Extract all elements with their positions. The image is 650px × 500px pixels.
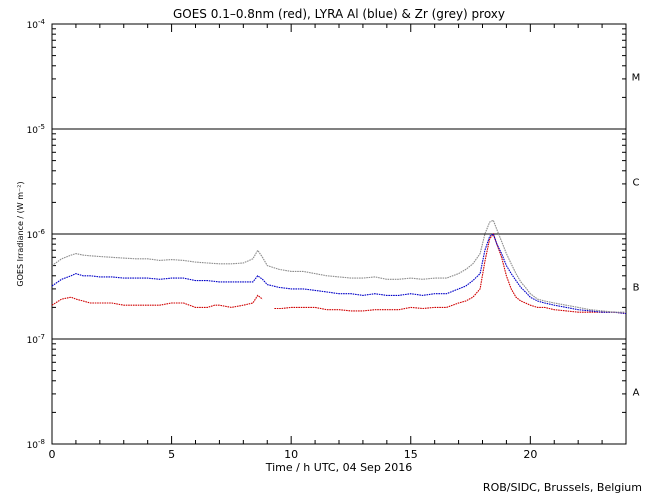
y-tick-label: 10-7: [27, 333, 45, 346]
series-line: [51, 294, 263, 308]
x-tick-label: 10: [284, 448, 298, 461]
class-label: B: [633, 283, 640, 294]
class-label: A: [633, 388, 640, 399]
x-tick-label: 5: [168, 448, 175, 461]
footer-credit: ROB/SIDC, Brussels, Belgium: [482, 481, 642, 494]
y-tick-label: 10-6: [27, 228, 46, 241]
series-line: [51, 219, 626, 313]
x-tick-label: 0: [49, 448, 56, 461]
axis-ticks: 0 5 10 15 20 10-8 10-7 10-6 10-5 10-4: [27, 18, 626, 461]
series-line: [274, 232, 627, 315]
x-axis-label: Time / h UTC, 04 Sep 2016: [265, 461, 413, 474]
y-tick-label: 10-4: [27, 18, 46, 31]
flare-class-thresholds: [52, 128, 626, 340]
chart-title: GOES 0.1–0.8nm (red), LYRA Al (blue) & Z…: [173, 7, 505, 21]
y-tick-label: 10-8: [27, 438, 45, 451]
class-label: C: [633, 178, 640, 189]
series-line: [51, 233, 627, 315]
series-layer: [51, 219, 627, 315]
y-tick-label: 10-5: [27, 123, 45, 136]
x-tick-label: 20: [523, 448, 537, 461]
class-label: M: [632, 73, 641, 84]
x-tick-label: 15: [404, 448, 418, 461]
flare-class-labels: A B C M: [632, 73, 641, 399]
y-axis-label: GOES Irradiance / (W m⁻²): [16, 181, 25, 286]
